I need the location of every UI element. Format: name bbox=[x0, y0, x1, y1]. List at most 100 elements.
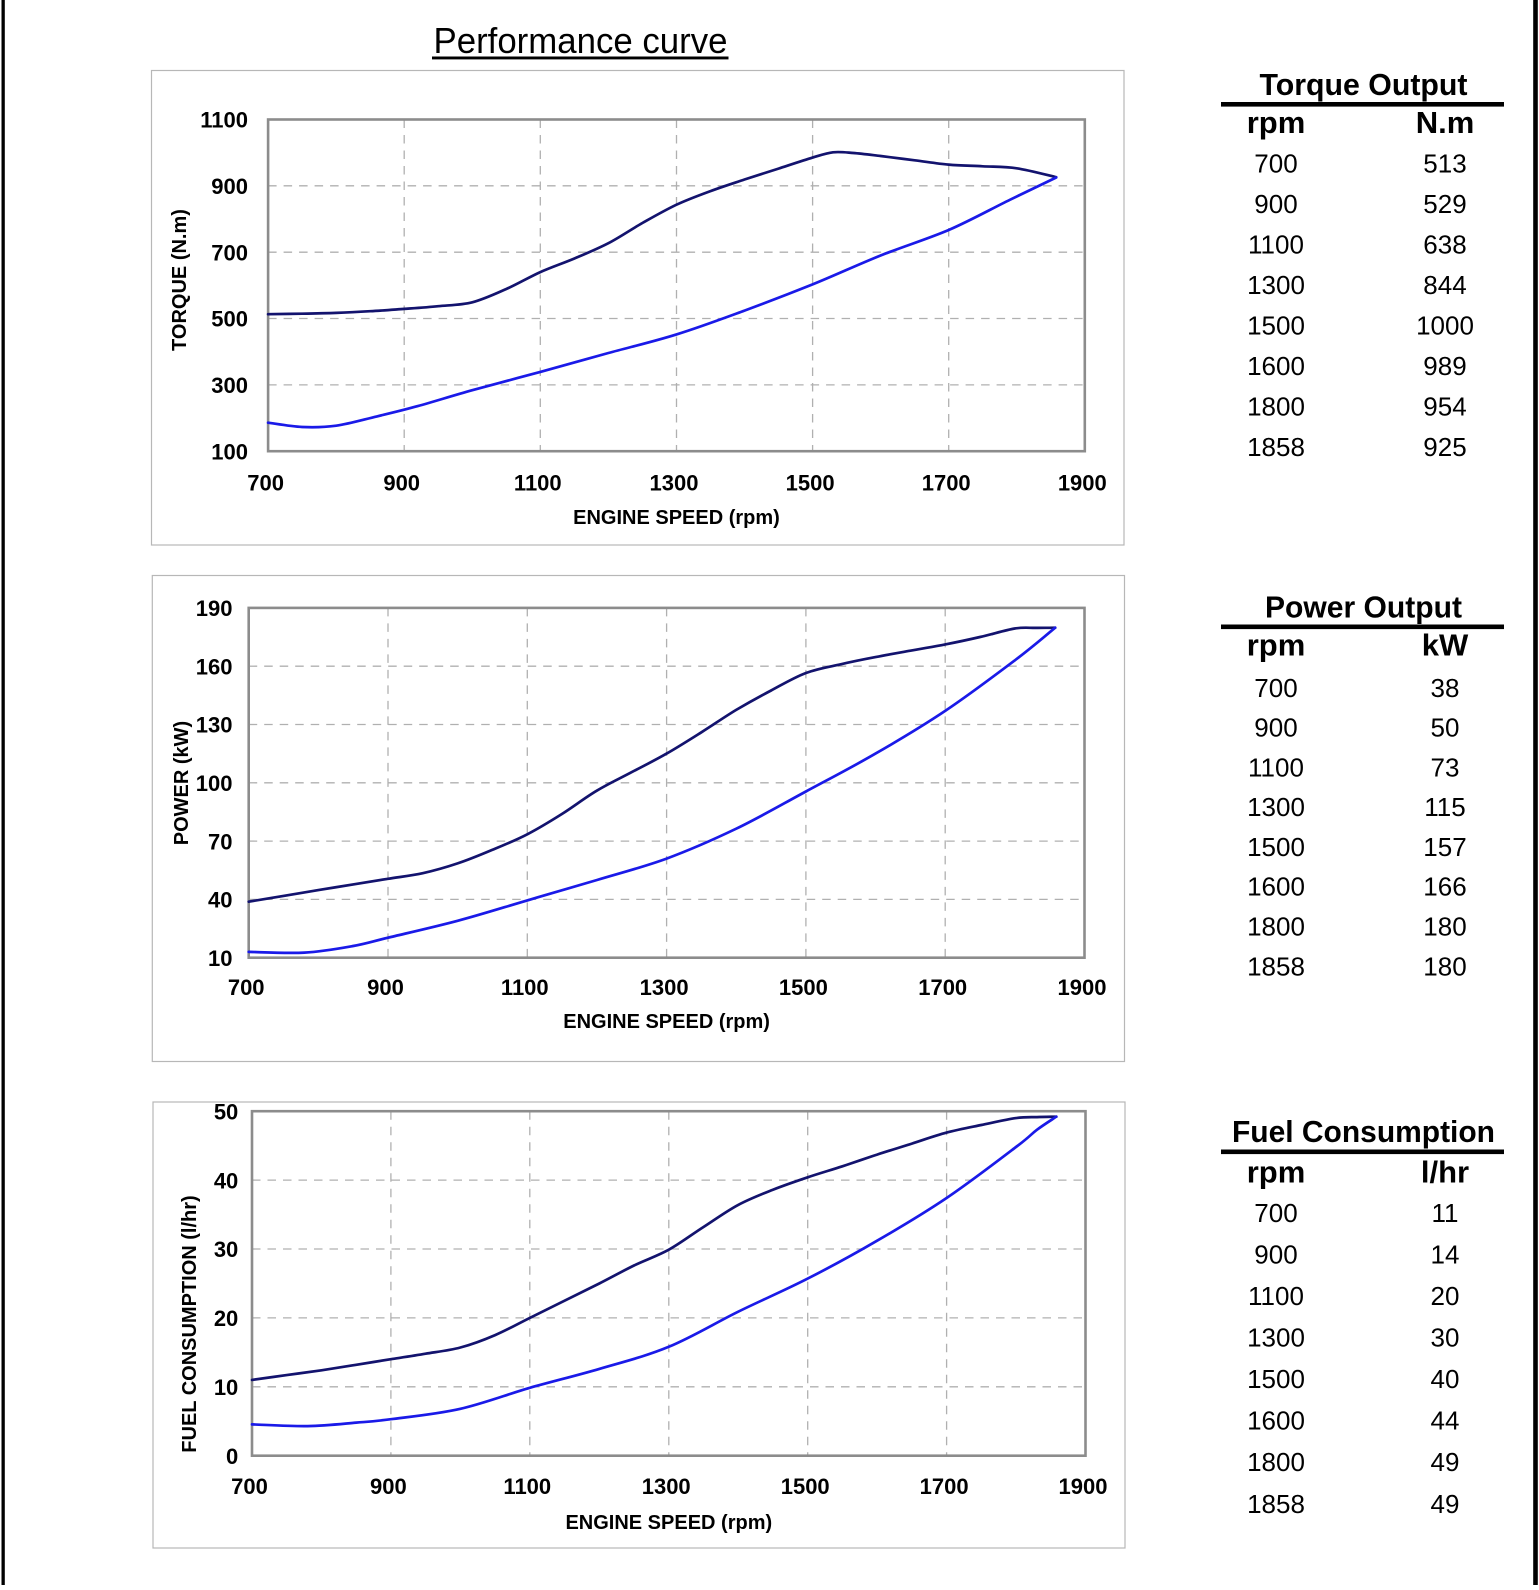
svg-text:1600: 1600 bbox=[1247, 351, 1305, 381]
svg-text:TORQUE (N.m): TORQUE (N.m) bbox=[169, 209, 191, 351]
svg-text:FUEL CONSUMPTION (l/hr): FUEL CONSUMPTION (l/hr) bbox=[179, 1195, 201, 1452]
svg-text:1100: 1100 bbox=[514, 471, 562, 496]
svg-text:1100: 1100 bbox=[1248, 230, 1304, 260]
svg-text:1700: 1700 bbox=[922, 471, 971, 496]
svg-text:1000: 1000 bbox=[1416, 310, 1474, 340]
svg-text:700: 700 bbox=[247, 471, 284, 496]
svg-text:ENGINE SPEED (rpm): ENGINE SPEED (rpm) bbox=[573, 507, 780, 529]
svg-text:160: 160 bbox=[196, 654, 233, 679]
svg-text:1800: 1800 bbox=[1247, 1447, 1305, 1477]
svg-text:30: 30 bbox=[214, 1237, 238, 1262]
svg-text:1100: 1100 bbox=[503, 1474, 551, 1499]
svg-text:50: 50 bbox=[1431, 713, 1460, 743]
svg-text:100: 100 bbox=[196, 771, 233, 796]
svg-text:529: 529 bbox=[1423, 189, 1466, 219]
svg-text:1900: 1900 bbox=[1059, 1474, 1108, 1499]
svg-text:1100: 1100 bbox=[501, 975, 549, 1000]
svg-text:1900: 1900 bbox=[1058, 471, 1107, 496]
svg-text:700: 700 bbox=[1254, 1198, 1297, 1228]
svg-text:925: 925 bbox=[1423, 432, 1466, 462]
svg-text:44: 44 bbox=[1431, 1406, 1460, 1436]
svg-text:73: 73 bbox=[1431, 752, 1460, 782]
svg-text:0: 0 bbox=[226, 1444, 238, 1469]
svg-text:POWER (kW): POWER (kW) bbox=[171, 721, 193, 845]
svg-text:900: 900 bbox=[211, 174, 248, 199]
svg-text:Power Output: Power Output bbox=[1265, 590, 1462, 625]
svg-text:rpm: rpm bbox=[1247, 628, 1306, 663]
svg-text:1300: 1300 bbox=[640, 975, 689, 1000]
svg-text:40: 40 bbox=[1431, 1364, 1460, 1394]
svg-text:900: 900 bbox=[1254, 713, 1297, 743]
svg-text:Fuel Consumption: Fuel Consumption bbox=[1232, 1114, 1495, 1149]
svg-text:1500: 1500 bbox=[1247, 310, 1305, 340]
svg-text:10: 10 bbox=[208, 946, 232, 971]
svg-text:1600: 1600 bbox=[1247, 1406, 1305, 1436]
svg-text:1800: 1800 bbox=[1247, 391, 1305, 421]
svg-text:100: 100 bbox=[211, 439, 248, 464]
svg-text:1300: 1300 bbox=[650, 471, 699, 496]
svg-text:1300: 1300 bbox=[1247, 792, 1305, 822]
svg-text:14: 14 bbox=[1431, 1240, 1460, 1270]
svg-text:50: 50 bbox=[214, 1099, 238, 1124]
svg-text:844: 844 bbox=[1423, 270, 1466, 300]
svg-text:70: 70 bbox=[208, 829, 232, 854]
svg-text:700: 700 bbox=[231, 1474, 268, 1499]
svg-text:500: 500 bbox=[211, 307, 248, 332]
svg-text:1300: 1300 bbox=[1247, 270, 1305, 300]
svg-text:N.m: N.m bbox=[1416, 105, 1475, 140]
svg-text:30: 30 bbox=[1431, 1323, 1460, 1353]
svg-text:1700: 1700 bbox=[920, 1474, 969, 1499]
svg-text:900: 900 bbox=[370, 1474, 407, 1499]
svg-text:1858: 1858 bbox=[1247, 432, 1305, 462]
svg-text:1100: 1100 bbox=[1248, 1281, 1304, 1311]
svg-text:49: 49 bbox=[1431, 1447, 1460, 1477]
svg-text:954: 954 bbox=[1423, 391, 1466, 421]
svg-text:1100: 1100 bbox=[200, 108, 248, 133]
svg-text:1500: 1500 bbox=[781, 1474, 830, 1499]
svg-text:ENGINE SPEED (rpm): ENGINE SPEED (rpm) bbox=[563, 1011, 770, 1033]
svg-text:1900: 1900 bbox=[1058, 975, 1107, 1000]
svg-text:166: 166 bbox=[1423, 872, 1466, 902]
svg-text:20: 20 bbox=[214, 1306, 238, 1331]
svg-text:180: 180 bbox=[1423, 911, 1466, 941]
svg-text:1800: 1800 bbox=[1247, 911, 1305, 941]
svg-text:11: 11 bbox=[1432, 1198, 1459, 1228]
svg-text:10: 10 bbox=[214, 1375, 238, 1400]
svg-text:115: 115 bbox=[1424, 792, 1465, 822]
svg-text:1700: 1700 bbox=[918, 975, 967, 1000]
svg-text:40: 40 bbox=[214, 1168, 238, 1193]
svg-text:900: 900 bbox=[383, 471, 420, 496]
svg-text:38: 38 bbox=[1431, 673, 1460, 703]
svg-text:1600: 1600 bbox=[1247, 872, 1305, 902]
svg-text:l/hr: l/hr bbox=[1421, 1154, 1469, 1189]
svg-text:130: 130 bbox=[196, 713, 233, 738]
svg-text:989: 989 bbox=[1423, 351, 1466, 381]
svg-text:1500: 1500 bbox=[779, 975, 828, 1000]
svg-text:700: 700 bbox=[228, 975, 265, 1000]
svg-text:1500: 1500 bbox=[786, 471, 835, 496]
svg-text:700: 700 bbox=[1254, 673, 1297, 703]
svg-text:900: 900 bbox=[1254, 1240, 1297, 1270]
svg-text:1858: 1858 bbox=[1247, 951, 1305, 981]
svg-text:157: 157 bbox=[1423, 832, 1466, 862]
svg-text:700: 700 bbox=[1254, 149, 1297, 179]
svg-text:1500: 1500 bbox=[1247, 1364, 1305, 1394]
svg-text:513: 513 bbox=[1423, 149, 1466, 179]
svg-text:1858: 1858 bbox=[1247, 1489, 1305, 1519]
svg-text:ENGINE SPEED (rpm): ENGINE SPEED (rpm) bbox=[565, 1512, 772, 1534]
svg-text:rpm: rpm bbox=[1247, 105, 1306, 140]
svg-text:1500: 1500 bbox=[1247, 832, 1305, 862]
svg-text:kW: kW bbox=[1422, 628, 1469, 663]
svg-text:1100: 1100 bbox=[1248, 752, 1304, 782]
svg-text:638: 638 bbox=[1423, 230, 1466, 260]
svg-text:1300: 1300 bbox=[1247, 1323, 1305, 1353]
svg-text:20: 20 bbox=[1431, 1281, 1460, 1311]
svg-text:700: 700 bbox=[211, 240, 248, 265]
svg-text:180: 180 bbox=[1423, 951, 1466, 981]
svg-text:300: 300 bbox=[211, 373, 248, 398]
svg-text:40: 40 bbox=[208, 888, 232, 913]
svg-text:900: 900 bbox=[367, 975, 404, 1000]
svg-text:49: 49 bbox=[1431, 1489, 1460, 1519]
svg-text:1300: 1300 bbox=[642, 1474, 691, 1499]
svg-text:190: 190 bbox=[196, 596, 233, 621]
